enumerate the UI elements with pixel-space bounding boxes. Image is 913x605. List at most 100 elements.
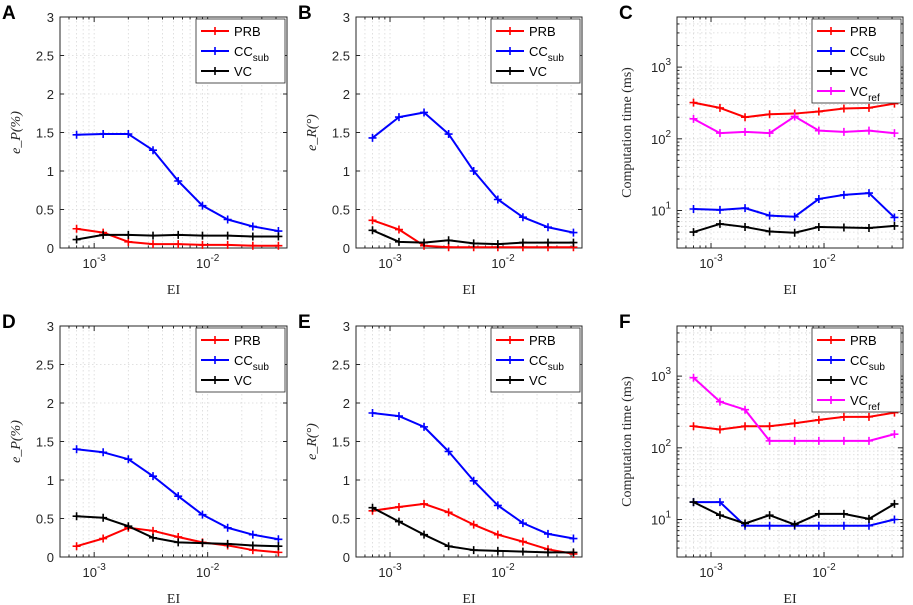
data-point-marker <box>149 533 158 542</box>
data-point-marker <box>518 547 527 556</box>
x-tick-label: 10-3 <box>699 562 723 580</box>
legend-swatch-marker <box>506 376 514 384</box>
tick-base: 10 <box>196 256 210 271</box>
data-point-marker <box>569 228 578 237</box>
legend-entry-name: VC <box>234 373 252 388</box>
x-tick-label: 10-2 <box>812 253 836 271</box>
tick-exponent: -3 <box>393 253 402 264</box>
tick-exponent: 2 <box>665 129 671 140</box>
data-point-marker <box>689 498 698 507</box>
legend-entry: VC <box>234 64 252 79</box>
data-point-marker <box>814 107 823 116</box>
data-point-marker <box>518 519 527 528</box>
data-point-marker <box>518 238 527 247</box>
series-vc <box>368 503 578 557</box>
data-point-marker <box>248 222 257 231</box>
data-point-marker <box>765 521 774 530</box>
data-point-marker <box>741 405 750 414</box>
y-tick-label: 1.5 <box>36 126 54 141</box>
data-point-marker <box>444 130 453 139</box>
data-point-marker <box>444 236 453 245</box>
legend-swatch-marker <box>211 336 219 344</box>
data-point-marker <box>518 213 527 222</box>
legend-entry-name: PRB <box>529 333 556 348</box>
data-point-marker <box>394 502 403 511</box>
data-point-marker <box>814 126 823 135</box>
data-point-marker <box>790 112 799 121</box>
series-line <box>372 506 574 554</box>
data-point-marker <box>420 499 429 508</box>
legend-swatch-marker <box>506 47 514 55</box>
data-point-marker <box>814 194 823 203</box>
legend-entry: PRB <box>529 24 556 39</box>
legend-entry: CCsub <box>850 44 885 64</box>
legend-entry-name: CC <box>529 44 548 59</box>
series-vc <box>72 230 283 244</box>
tick-exponent: 1 <box>665 201 671 212</box>
y-axis-label: Computation time (ms) <box>620 67 635 198</box>
data-point-marker <box>444 508 453 517</box>
y-tick-label: 2.5 <box>36 358 54 373</box>
y-tick-label: 2.5 <box>36 49 54 64</box>
data-point-marker <box>368 226 377 235</box>
tick-base: 10 <box>651 60 665 75</box>
data-point-marker <box>493 530 502 539</box>
tick-base: 10 <box>378 256 392 271</box>
legend-box <box>195 327 286 393</box>
legend-swatch-marker <box>211 67 219 75</box>
series-line <box>372 412 574 540</box>
legend-swatch-marker <box>506 336 514 344</box>
y-tick-label: 2.5 <box>332 49 350 64</box>
tick-exponent: 2 <box>665 438 671 449</box>
panel-letter: C <box>619 3 633 24</box>
series-vc <box>72 512 283 551</box>
legend-entry-name: CC <box>529 353 548 368</box>
series-vc-ref <box>689 373 899 445</box>
tick-base: 10 <box>491 256 505 271</box>
data-point-marker <box>765 129 774 138</box>
data-point-marker <box>765 227 774 236</box>
data-point-marker <box>149 526 158 535</box>
legend-entry: VC <box>529 373 547 388</box>
data-point-marker <box>223 523 232 532</box>
tick-exponent: 3 <box>665 57 671 68</box>
tick-exponent: -2 <box>210 562 219 573</box>
y-axis-label: e_P(%) <box>9 420 24 463</box>
panel-letter: B <box>298 3 312 24</box>
tick-base: 10 <box>651 513 665 528</box>
tick-base: 10 <box>699 256 713 271</box>
data-point-marker <box>839 412 848 421</box>
legend-entry: PRB <box>850 24 877 39</box>
data-point-marker <box>420 238 429 247</box>
data-point-marker <box>174 240 183 249</box>
tick-exponent: -3 <box>97 562 106 573</box>
data-point-marker <box>814 415 823 424</box>
data-point-marker <box>864 436 873 445</box>
data-point-marker <box>223 240 232 249</box>
legend-entry-name: CC <box>234 353 253 368</box>
data-point-marker <box>248 530 257 539</box>
legend-entry: VC <box>850 64 868 79</box>
y-tick-label: 0 <box>47 241 54 256</box>
data-point-marker <box>741 127 750 136</box>
data-point-marker <box>839 190 848 199</box>
data-point-marker <box>198 231 207 240</box>
legend-entry: VCref <box>850 393 880 413</box>
tick-base: 10 <box>82 256 96 271</box>
series-cc-sub <box>368 108 578 237</box>
legend-entry-name: PRB <box>850 24 877 39</box>
legend-entry: VCref <box>850 84 880 104</box>
legend-swatch-marker <box>211 376 219 384</box>
legend-entry-name: VC <box>850 64 868 79</box>
y-axis-label: e_R(°) <box>305 114 320 151</box>
legend-entry: CCsub <box>850 353 885 373</box>
legend-entry-name: VC <box>529 373 547 388</box>
legend-swatch-marker <box>827 27 835 35</box>
data-point-marker <box>198 201 207 210</box>
data-point-marker <box>790 419 799 428</box>
legend-entry-name: PRB <box>234 24 261 39</box>
data-point-marker <box>493 240 502 249</box>
data-point-marker <box>368 409 377 418</box>
series-vc <box>689 498 899 529</box>
legend-swatch-marker <box>827 87 835 95</box>
